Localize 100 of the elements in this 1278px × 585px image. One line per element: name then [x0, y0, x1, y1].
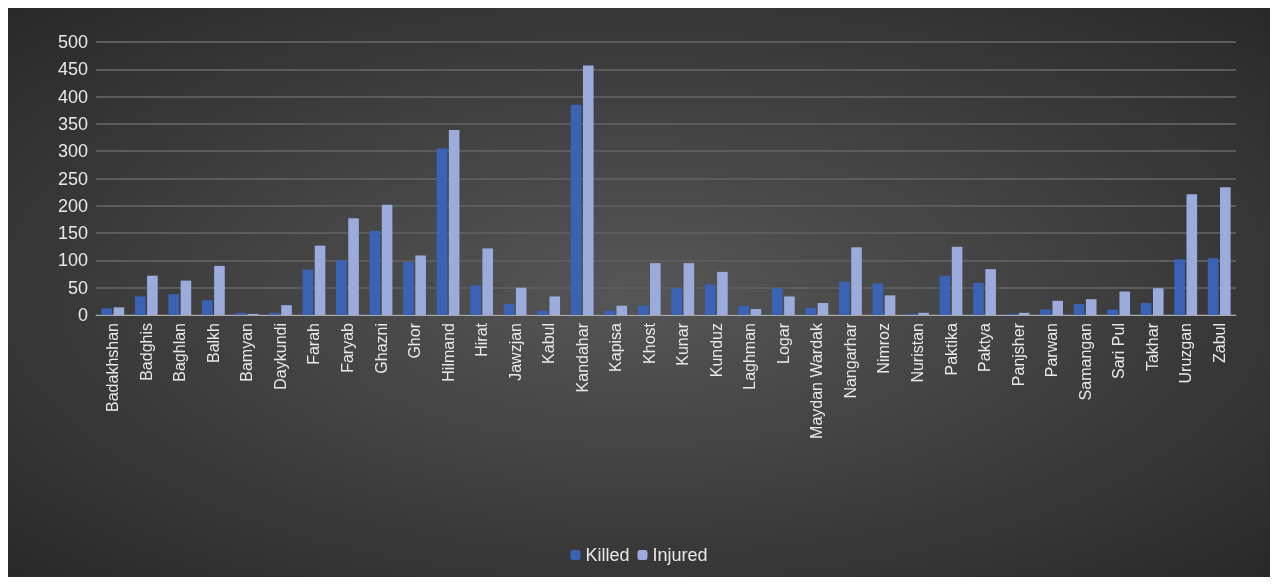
bar — [403, 262, 414, 315]
bar — [1107, 309, 1118, 315]
bar — [771, 288, 783, 315]
bar — [918, 312, 929, 315]
x-tick-label: Faryab — [338, 322, 356, 373]
bar — [582, 65, 594, 315]
bar — [884, 295, 896, 315]
bar — [951, 246, 963, 315]
x-tick-label: Jawzjan — [506, 323, 524, 381]
bar — [717, 271, 728, 315]
bar — [1207, 258, 1219, 315]
bar — [939, 275, 951, 315]
x-tick-label: Kunduz — [707, 323, 725, 378]
bar — [817, 302, 829, 315]
x-tick-label: Paktika — [942, 322, 960, 376]
y-tick-label: 450 — [57, 59, 88, 80]
bar — [872, 283, 884, 315]
bar — [1152, 288, 1164, 315]
bar — [302, 269, 314, 315]
x-tick-label: Balkh — [204, 323, 222, 364]
x-tick-label: Laghman — [741, 323, 759, 390]
x-tick-label: Kapisa — [607, 322, 625, 372]
bar — [436, 148, 448, 315]
x-tick-label: Kandahar — [573, 322, 591, 393]
y-tick-label: 500 — [57, 32, 88, 52]
x-tick-label: Ghazni — [372, 323, 390, 374]
bar — [973, 282, 984, 315]
y-tick-label: 200 — [57, 195, 88, 216]
x-tick-label: Daykundi — [271, 323, 289, 390]
bar — [805, 307, 817, 315]
bar — [314, 245, 326, 315]
x-tick-label: Nimroz — [875, 323, 893, 374]
x-tick-label: Uruzgan — [1177, 323, 1195, 384]
bar — [348, 218, 359, 315]
x-tick-label: Parwan — [1043, 323, 1061, 378]
bar — [1119, 291, 1131, 315]
bar — [784, 296, 795, 315]
bar — [235, 312, 247, 315]
bar — [738, 305, 750, 315]
bar — [616, 305, 628, 315]
bar — [168, 294, 180, 315]
bar — [381, 204, 393, 315]
bar — [269, 312, 280, 315]
bar — [1140, 302, 1152, 315]
bar — [415, 255, 426, 315]
x-tick-label: Badghis — [137, 323, 155, 381]
y-tick-label: 250 — [57, 168, 88, 189]
bar — [1040, 309, 1051, 315]
bar — [1186, 194, 1198, 315]
x-tick-label: Maydan Wardak — [808, 322, 826, 439]
bar — [369, 230, 381, 315]
bar — [503, 304, 515, 315]
bar — [1052, 300, 1063, 315]
x-tick-label: Samangan — [1076, 323, 1094, 401]
x-tick-label: Kabul — [540, 323, 558, 364]
bar — [537, 310, 548, 315]
legend-label: Injured — [652, 545, 708, 565]
bar — [448, 129, 460, 315]
bar — [671, 288, 682, 315]
x-tick-label: Kunar — [674, 322, 692, 366]
bar — [1174, 259, 1185, 315]
bar — [704, 284, 716, 315]
bar — [683, 263, 695, 315]
x-tick-label: Hilmand — [439, 323, 457, 382]
x-tick-label: Farah — [305, 323, 323, 365]
x-tick-label: Badakhshan — [104, 323, 122, 412]
bar — [851, 247, 862, 315]
x-tick-label: Khost — [640, 322, 658, 364]
bar — [650, 263, 661, 315]
bar — [549, 296, 561, 315]
bar — [637, 305, 649, 315]
y-tick-label: 100 — [57, 250, 88, 271]
x-tick-label: Baghlan — [171, 323, 189, 382]
bar — [1073, 304, 1085, 315]
x-tick-label: Nuristan — [908, 323, 926, 383]
bar — [750, 308, 762, 315]
bar — [1085, 299, 1097, 315]
x-tick-label: Zabul — [1210, 323, 1228, 364]
bar — [515, 287, 527, 315]
bar — [134, 296, 146, 315]
x-tick-label: Sari Pul — [1110, 323, 1128, 380]
x-tick-label: Panjsher — [1009, 322, 1027, 387]
bar — [113, 307, 125, 315]
bar — [1220, 187, 1231, 315]
bar — [147, 275, 158, 315]
y-tick-label: 300 — [57, 141, 88, 162]
x-tick-label: Takhar — [1143, 322, 1161, 372]
bar — [101, 308, 112, 315]
legend-label: Killed — [585, 545, 630, 565]
x-tick-label: Ghor — [406, 322, 424, 359]
x-tick-label: Nangarhar — [841, 322, 859, 399]
y-tick-label: 400 — [57, 86, 88, 107]
bar — [482, 248, 493, 315]
y-tick-label: 0 — [77, 305, 88, 325]
y-tick-label: 150 — [57, 223, 88, 244]
bar — [570, 104, 582, 315]
bar — [201, 300, 213, 315]
bar — [214, 265, 225, 315]
x-tick-label: Hirat — [473, 322, 491, 357]
y-tick-label: 50 — [67, 277, 88, 298]
